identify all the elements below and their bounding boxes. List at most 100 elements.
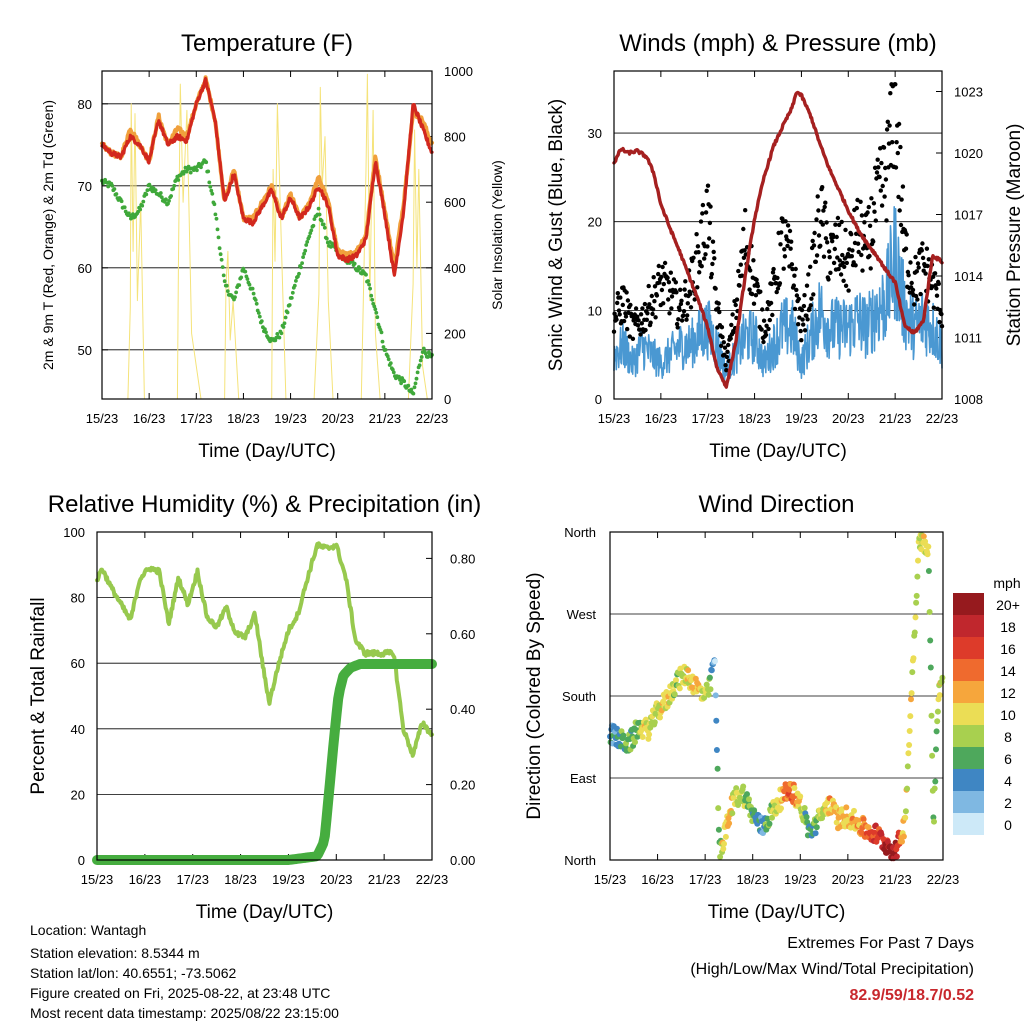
dewpoint-point	[309, 228, 314, 233]
gust-point	[804, 283, 810, 288]
gust-point	[878, 188, 883, 193]
gust-point	[719, 343, 724, 348]
gust-point	[729, 322, 734, 328]
dewpoint-point	[141, 199, 146, 204]
direction-point	[729, 810, 736, 817]
gust-point	[683, 279, 688, 284]
y-tick-label: North	[564, 853, 596, 868]
direction-point	[925, 568, 932, 574]
gust-point	[919, 248, 924, 253]
gust-point	[646, 283, 651, 289]
gust-point	[915, 261, 921, 266]
x-tick-label: 15/23	[598, 411, 631, 426]
direction-point	[907, 713, 914, 720]
gust-point	[867, 223, 873, 228]
gust-point	[875, 157, 880, 162]
dewpoint-point	[417, 363, 422, 368]
colorbar-swatch	[953, 637, 984, 659]
gust-point	[730, 312, 735, 317]
gust-point	[625, 326, 630, 332]
y-tick-label: 60	[71, 656, 85, 671]
gust-point	[684, 317, 689, 322]
gust-point	[713, 286, 718, 291]
gust-point	[884, 218, 889, 223]
dewpoint-point	[219, 257, 224, 262]
gust-point	[724, 368, 729, 373]
y-tick-label: 80	[71, 591, 85, 606]
gust-point	[888, 91, 893, 96]
dewpoint-point	[251, 291, 256, 296]
y-tick-label: 30	[588, 126, 602, 141]
y-tick-label: 100	[63, 525, 85, 540]
gust-point	[836, 266, 841, 272]
dewpoint-point	[145, 188, 150, 193]
x-tick-label: 22/23	[416, 872, 449, 887]
gust-point	[678, 287, 683, 292]
gust-point	[617, 312, 622, 317]
dewpoint-point	[352, 261, 357, 266]
gust-point	[702, 256, 707, 261]
gust-point	[793, 266, 798, 272]
gust-point	[616, 308, 622, 313]
gust-point	[761, 318, 767, 323]
gust-point	[691, 255, 696, 260]
gust-point	[811, 243, 817, 248]
dewpoint-point	[247, 282, 252, 287]
y-tick-label: 60	[78, 261, 92, 276]
direction-point	[900, 833, 907, 840]
direction-point	[614, 725, 620, 732]
y2-tick-label: 200	[444, 326, 466, 341]
direction-point	[712, 658, 718, 665]
gust-point	[768, 300, 774, 306]
y-axis-label: Percent & Total Rainfall	[28, 597, 49, 794]
gust-point	[811, 292, 816, 297]
dewpoint-point	[388, 361, 393, 365]
gust-point	[657, 280, 662, 285]
chart-title: Wind Direction	[698, 491, 854, 518]
gust-point	[909, 280, 914, 286]
gust-point	[639, 321, 644, 326]
gust-point	[720, 334, 725, 340]
gust-point	[726, 342, 731, 348]
x-tick-label: 16/23	[641, 872, 674, 887]
y-tick-label: East	[570, 771, 596, 786]
dewpoint-point	[372, 304, 377, 309]
dewpoint-point	[292, 283, 297, 288]
x-tick-label: 20/23	[832, 411, 865, 426]
gust-point	[849, 232, 854, 237]
direction-point	[912, 614, 919, 621]
y-tick-label: South	[562, 689, 596, 704]
gust-point	[904, 232, 909, 237]
dewpoint-point	[402, 379, 407, 384]
gust-point	[869, 196, 874, 201]
dewpoint-point	[233, 295, 237, 299]
colorbar-swatch	[953, 681, 984, 703]
gust-point	[716, 301, 721, 306]
gust-point	[926, 257, 931, 262]
gust-point	[915, 297, 920, 302]
gust-point	[924, 246, 930, 251]
direction-point	[904, 785, 911, 792]
gust-point	[879, 203, 885, 208]
temperature-panel: Temperature (F) Time (Day/UTC) 15/23 16/23 1…	[40, 30, 505, 462]
direction-point	[932, 778, 939, 785]
winds-pressure-panel: Winds (mph) & Pressure (mb) Time (Day/UTC…	[546, 30, 1024, 462]
gust-point	[695, 244, 701, 249]
dewpoint-point	[303, 248, 308, 253]
precip-line	[92, 659, 437, 865]
dewpoint-point	[317, 212, 322, 217]
gust-point	[775, 275, 780, 281]
x-tick-label: 16/23	[129, 872, 162, 887]
y2-tick-label: 0.60	[450, 627, 475, 642]
gust-point	[656, 271, 661, 277]
dewpoint-point	[367, 282, 371, 287]
dewpoint-point	[307, 234, 312, 239]
dewpoint-point	[366, 279, 370, 283]
direction-point	[915, 557, 921, 564]
direction-point	[908, 696, 914, 703]
gust-point	[650, 311, 655, 317]
y-tick-label: 10	[588, 303, 602, 318]
dewpoint-point	[153, 188, 158, 193]
gust-point	[751, 258, 756, 263]
dewpoint-point	[418, 358, 423, 363]
